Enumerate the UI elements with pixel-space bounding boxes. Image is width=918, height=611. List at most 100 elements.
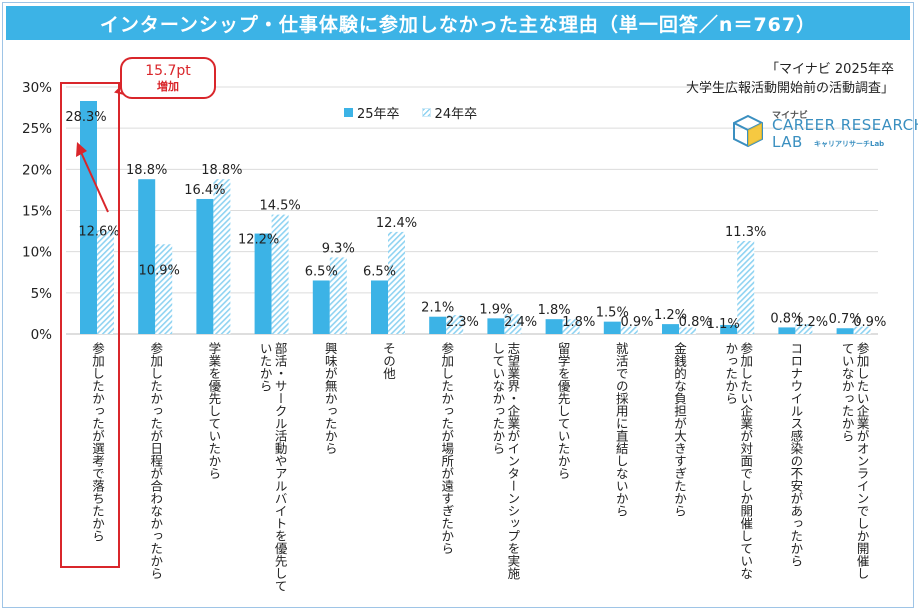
- legend-label-25: 25年卒: [357, 107, 400, 122]
- bar-24: [504, 314, 522, 334]
- bar-25: [778, 327, 796, 334]
- bar-24: [853, 326, 871, 334]
- bar-24: [271, 214, 289, 334]
- data-label-25: 16.4%: [184, 183, 225, 198]
- callout-value: 15.7pt: [145, 63, 191, 79]
- bar-24: [213, 179, 231, 334]
- logo-name-line1: CAREER RESEARCH: [772, 116, 918, 134]
- bar-24: [737, 240, 755, 334]
- category-label: 部活・サークル活動やアルバイトを優先して いたから: [257, 342, 288, 592]
- logo-brand: マイナビ: [772, 111, 808, 121]
- increase-callout: 15.7pt 増加: [120, 57, 216, 99]
- y-tick-label: 5%: [31, 286, 53, 302]
- category-label: 学業を優先していたから: [206, 342, 222, 480]
- y-tick-label: 25%: [22, 121, 52, 137]
- y-tick-label: 0%: [31, 327, 53, 343]
- bar-25: [662, 324, 679, 334]
- bar-25: [312, 280, 330, 334]
- y-tick-label: 15%: [22, 204, 52, 220]
- data-label-25: 2.1%: [421, 301, 454, 316]
- data-label-24: 10.9%: [139, 263, 180, 278]
- y-tick-label: 20%: [22, 162, 52, 178]
- bar-24: [620, 326, 638, 334]
- legend-item-24: 24年卒: [421, 103, 478, 122]
- category-label: 興味が無かったから: [322, 342, 338, 455]
- bar-25: [371, 280, 388, 334]
- bar-24: [562, 319, 580, 334]
- bar-25: [196, 198, 214, 334]
- logo-name-line2: LAB: [772, 133, 803, 151]
- bar-24: [155, 244, 173, 334]
- category-label: 就活での採用に直結しないから: [613, 342, 629, 517]
- category-label: 参加したかったが場所が遠すぎたから: [439, 342, 455, 555]
- category-label: その他: [381, 342, 396, 380]
- legend-item-25: 25年卒: [344, 103, 400, 122]
- bar-25: [487, 318, 505, 334]
- data-label-24: 0.9%: [620, 315, 653, 330]
- data-label-24: 18.8%: [201, 163, 242, 178]
- data-label-24: 1.2%: [795, 315, 828, 330]
- callout-label: 増加: [157, 80, 179, 93]
- cube-logo-icon: [733, 114, 763, 148]
- bar-24: [446, 315, 464, 334]
- category-label: 志望業界・企業がインターンシップを実施 していなかったから: [490, 342, 521, 580]
- legend-label-24: 24年卒: [434, 107, 478, 122]
- data-label-25: 1.8%: [538, 303, 571, 318]
- data-label-24: 9.3%: [322, 241, 355, 256]
- bar-25: [429, 316, 447, 334]
- career-research-lab-logo: マイナビ CAREER RESEARCH LAB キャリアリサーチLab: [728, 108, 918, 154]
- category-label: 金銭的な負担が大きすぎたから: [672, 342, 687, 517]
- callout-arrow-line: [79, 149, 109, 213]
- bar-25: [254, 233, 272, 334]
- category-label: 参加したい企業が対面でしか開催していな かったから: [723, 342, 754, 580]
- bar-24: [329, 257, 347, 334]
- data-label-25: 1.9%: [479, 302, 512, 317]
- data-label-24: 12.4%: [376, 216, 417, 231]
- y-tick-label: 10%: [22, 245, 52, 261]
- data-label-24: 14.5%: [259, 199, 300, 214]
- bar-24: [97, 230, 114, 334]
- arrowhead-icon: [76, 142, 87, 157]
- bar-24: [679, 327, 696, 334]
- highlight-box: [60, 82, 120, 568]
- data-label-24: 1.8%: [562, 315, 595, 330]
- bar-25: [603, 321, 621, 334]
- bar-25: [138, 179, 156, 334]
- source-line-2: 大学生広報活動開始前の活動調査」: [685, 81, 894, 96]
- data-label-25: 0.8%: [770, 311, 803, 326]
- data-label-25: 1.1%: [707, 317, 740, 332]
- bar-24: [388, 231, 405, 334]
- source-line-1: 「マイナビ 2025年卒: [766, 62, 894, 77]
- data-label-24: 0.9%: [853, 315, 886, 330]
- source-note: 「マイナビ 2025年卒 大学生広報活動開始前の活動調査」: [686, 60, 894, 98]
- logo-sub: キャリアリサーチLab: [814, 140, 885, 148]
- category-label: 参加したかったが選考で落ちたから: [90, 342, 105, 542]
- legend-swatch-25: [344, 108, 353, 117]
- data-label-25: 12.2%: [238, 233, 279, 248]
- chart-title: インターンシップ・仕事体験に参加しなかった主な理由（単一回答／n＝767）: [6, 6, 910, 40]
- data-label-25: 28.3%: [65, 110, 106, 125]
- data-label-25: 6.5%: [363, 264, 396, 279]
- data-label-24: 12.6%: [78, 224, 119, 239]
- bar-25: [545, 319, 563, 334]
- data-label-24: 11.3%: [725, 225, 766, 240]
- data-label-24: 2.3%: [446, 315, 479, 330]
- data-label-25: 1.2%: [654, 308, 687, 323]
- legend-swatch-24: [421, 108, 431, 117]
- bar-24: [795, 324, 813, 334]
- category-label: 参加したかったが日程が合わなかったから: [148, 342, 164, 580]
- data-label-24: 2.4%: [504, 315, 537, 330]
- data-label-24: 0.8%: [679, 315, 712, 330]
- chart-legend: 25年卒 24年卒: [344, 103, 499, 122]
- category-label: 参加したい企業がオンラインでしか開催し ていなかったから: [839, 342, 870, 580]
- category-label: 留学を優先していたから: [555, 342, 571, 480]
- bar-25: [836, 328, 854, 334]
- data-label-25: 1.5%: [596, 306, 629, 321]
- data-label-25: 0.7%: [829, 312, 862, 327]
- category-label: コロナウイルス感染の不安があったから: [788, 342, 804, 567]
- bar-25: [720, 324, 738, 334]
- data-label-25: 18.8%: [126, 163, 167, 178]
- y-tick-label: 30%: [22, 80, 52, 96]
- data-label-25: 6.5%: [305, 264, 338, 279]
